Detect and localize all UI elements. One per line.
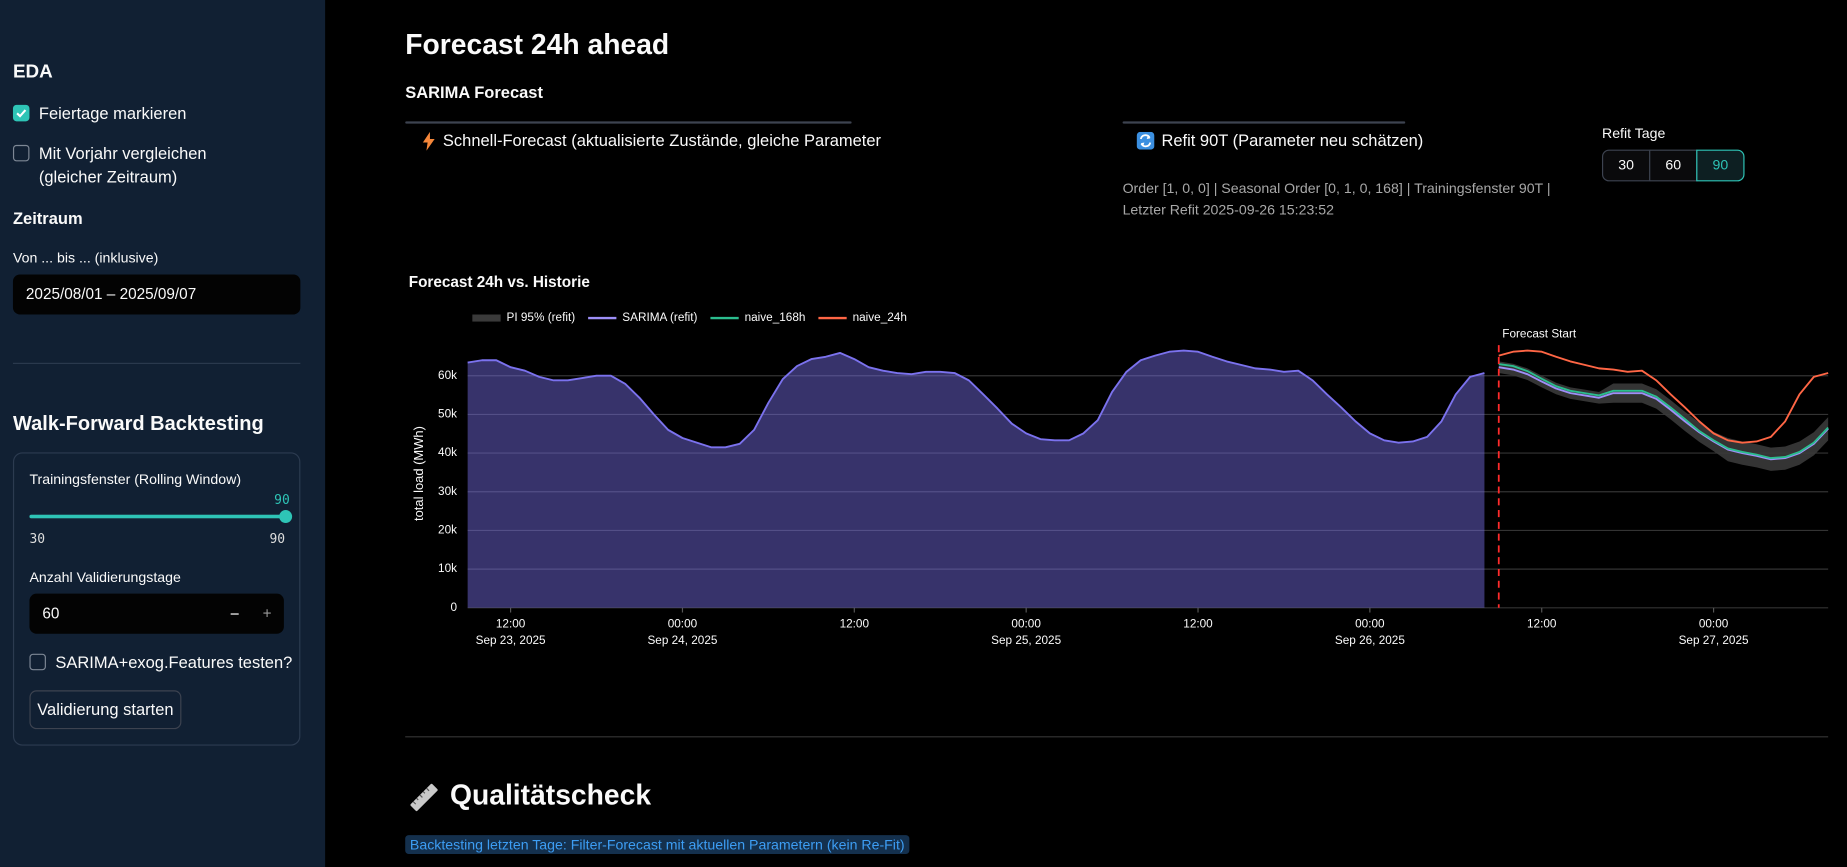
button-label: Schnell-Forecast (aktualisierte Zustände… <box>442 130 882 150</box>
input-label: Anzahl Validierungstage <box>29 568 181 586</box>
x-tick-label: 00:00 <box>1699 617 1729 630</box>
y-tick-label: 10k <box>438 562 457 575</box>
bolt-icon <box>422 131 435 151</box>
refresh-icon <box>1136 131 1155 150</box>
segment-option[interactable]: 30 <box>1601 149 1651 182</box>
y-tick-label: 50k <box>438 408 457 421</box>
slider-track[interactable] <box>29 510 293 524</box>
y-tick-label: 40k <box>438 446 457 459</box>
chart-title: Forecast 24h vs. Historie <box>409 274 590 291</box>
x-tick-label: Sep 23, 2025 <box>476 634 546 647</box>
start-button[interactable]: Validierung starten <box>29 690 182 730</box>
y-tick-label: 0 <box>450 601 457 614</box>
slider-value: 90 <box>274 492 290 508</box>
section-title: Walk-Forward Backtesting <box>12 412 264 435</box>
checkbox-label: Feiertage markieren <box>38 103 187 123</box>
x-tick-label: 12:00 <box>496 617 526 630</box>
x-tick-label: Sep 26, 2025 <box>1335 634 1405 647</box>
legend-label: naive_24h <box>853 311 907 324</box>
legend-label: SARIMA (refit) <box>622 311 697 324</box>
checkbox-label: Mit Vorjahr vergleichen (gleicher Zeitra… <box>38 143 207 187</box>
quick-forecast-button[interactable]: Schnell-Forecast (aktualisierte Zustände… <box>405 121 881 151</box>
x-tick-label: 12:00 <box>840 617 870 630</box>
date-value: 2025/08/01 – 2025/09/07 <box>25 285 197 303</box>
x-tick-label: Sep 27, 2025 <box>1679 634 1749 647</box>
annotation: Forecast Start <box>1502 328 1577 341</box>
legend-label: PI 95% (refit) <box>507 311 576 324</box>
series-line <box>1498 363 1829 460</box>
x-tick-label: Sep 25, 2025 <box>991 634 1061 647</box>
legend-label: naive_168h <box>745 311 806 324</box>
y-tick-label: 60k <box>438 369 457 382</box>
slider-min: 30 <box>29 531 46 547</box>
prediction-interval <box>1498 361 1829 471</box>
x-tick-label: 00:00 <box>1355 617 1385 630</box>
increment[interactable]: + <box>262 604 272 622</box>
checkbox[interactable] <box>29 653 46 671</box>
y-tick-label: 30k <box>438 485 457 498</box>
model-info: Order [1, 0, 0] | Seasonal Order [0, 1, … <box>1122 180 1551 218</box>
legend-swatch <box>472 314 501 322</box>
series-line <box>467 349 1485 449</box>
number-value: 60 <box>42 604 60 622</box>
history-area <box>467 350 1485 608</box>
x-tick-label: 00:00 <box>668 617 698 630</box>
segment-option[interactable]: 90 <box>1696 149 1745 182</box>
x-tick-label: 12:00 <box>1183 617 1213 630</box>
x-tick-label: 00:00 <box>1011 617 1041 630</box>
checkbox-label: SARIMA+exog.Features testen? <box>55 652 293 672</box>
number-input[interactable]: 60 − + <box>29 593 284 634</box>
subtitle: SARIMA Forecast <box>405 82 543 102</box>
segmented-label: Refit Tage <box>1601 124 1666 142</box>
checkbox[interactable] <box>12 104 30 122</box>
button-label: Refit 90T (Parameter neu schätzen) <box>1161 130 1424 150</box>
y-tick-label: 20k <box>438 524 457 537</box>
form-box <box>12 452 301 746</box>
page-title: Forecast 24h ahead <box>405 29 670 62</box>
y-axis-label: total load (MWh) <box>411 426 426 521</box>
section-title: Zeitraum <box>12 208 83 228</box>
slider-thumb[interactable] <box>279 510 293 524</box>
x-tick-label: Sep 24, 2025 <box>647 634 717 647</box>
check-icon <box>16 109 27 118</box>
refit-button[interactable]: Refit 90T (Parameter neu schätzen) <box>1122 121 1423 150</box>
decrement[interactable]: − <box>229 604 240 624</box>
slider-max: 90 <box>269 531 286 547</box>
x-tick-label: 12:00 <box>1527 617 1557 630</box>
date-input[interactable]: 2025/08/01 – 2025/09/07 <box>12 274 301 315</box>
slider-fill <box>29 514 286 519</box>
input-label: Von ... bis ... (inklusive) <box>12 249 159 267</box>
series-line <box>1498 349 1829 444</box>
sidebar: EDA Feiertage markieren Mit Vorjahr verg… <box>0 0 326 867</box>
divider <box>12 362 301 364</box>
checkbox[interactable] <box>12 144 30 162</box>
ruler-icon <box>410 783 438 812</box>
series-line <box>1498 366 1829 461</box>
section-title: Qualitätscheck <box>449 779 652 812</box>
input-label: Trainingsfenster (Rolling Window) <box>29 471 242 488</box>
segment-option[interactable]: 60 <box>1649 149 1698 182</box>
divider <box>405 736 1829 738</box>
info-note: Backtesting letzten Tage: Filter-Forecas… <box>405 835 910 854</box>
section-title: EDA <box>12 62 53 83</box>
